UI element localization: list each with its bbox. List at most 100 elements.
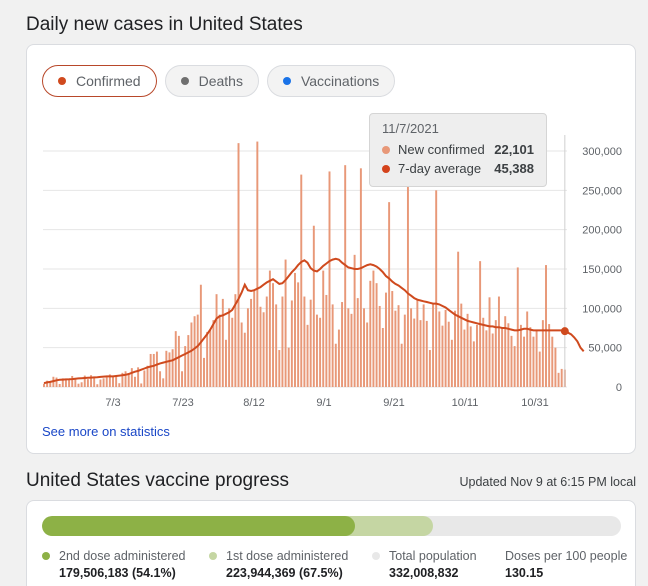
bar-new-confirmed [112,376,114,387]
bar-new-confirmed [488,297,491,387]
chip-confirmed[interactable]: Confirmed [42,65,157,97]
bar-new-confirmed [228,308,231,387]
bar-new-confirmed [256,141,259,387]
bar-new-confirmed [359,168,362,387]
bar-new-confirmed [253,291,256,387]
bar-new-confirmed [331,304,334,387]
bar-new-confirmed [381,328,384,387]
bar-new-confirmed [96,384,99,387]
bar-new-confirmed [181,371,184,387]
chip-deaths[interactable]: Deaths [164,65,259,97]
stat-label-row: Total population [372,549,477,563]
bar-new-confirmed [115,375,118,387]
bar-new-confirmed [297,282,300,387]
bar-new-confirmed [416,298,419,387]
bar-new-confirmed [344,165,347,387]
stat-dose1: 1st dose administered 223,944,369 (67.5%… [209,549,348,580]
stat-label: 1st dose administered [226,549,349,563]
chip-label: Deaths [198,73,243,89]
bar-new-confirmed [262,312,265,387]
bar-new-confirmed [541,320,544,387]
y-tick-label: 50,000 [588,343,622,355]
bar-new-confirmed [127,374,130,387]
bar-new-confirmed [184,346,187,387]
bar-new-confirmed [457,251,460,387]
bar-new-confirmed [432,304,435,387]
bar-new-confirmed [554,347,557,387]
section-title-cases: Daily new cases in United States [26,14,303,35]
y-tick-label: 0 [616,382,622,394]
stat-doses-per-100: Doses per 100 people 130.15 [505,549,627,580]
bar-new-confirmed [165,350,168,387]
bar-new-confirmed [403,314,406,387]
bar-new-confirmed [447,321,450,387]
bar-new-confirmed [394,310,397,387]
bar-new-confirmed [353,254,356,387]
see-more-link[interactable]: See more on statistics [42,424,170,439]
cases-chart[interactable]: 300,000 250,000 200,000 150,000 100,000 50,00… [27,45,637,415]
bar-new-confirmed [231,317,234,387]
bar-new-confirmed [209,330,212,387]
stat-label: Doses per 100 people [505,549,628,563]
stat-label-row: Doses per 100 people [505,549,627,563]
bar-new-confirmed [428,350,431,387]
bar-new-confirmed [275,304,278,387]
bar-new-confirmed [199,284,202,387]
chip-vaccinations[interactable]: Vaccinations [266,65,396,97]
bar-new-confirmed [58,384,61,387]
bar-new-confirmed [309,299,312,387]
bar-new-confirmed [526,311,529,387]
bar-new-confirmed [281,296,284,387]
bar-new-confirmed [366,322,369,387]
bar-new-confirmed [312,225,315,387]
bar-new-confirmed [450,339,453,387]
x-tick-label: 9/21 [383,397,404,409]
bar-new-confirmed [206,331,209,387]
bar-new-confirmed [516,267,519,387]
bar-new-confirmed [363,308,365,387]
bar-new-confirmed [149,353,152,387]
bar-new-confirmed [328,171,331,387]
stat-label-row: 2nd dose administered [42,549,185,563]
bar-new-confirmed [454,310,456,387]
bar-new-confirmed [469,326,472,387]
bar-new-confirmed [385,292,387,387]
bar-new-confirmed [155,351,158,387]
bar-new-confirmed [378,305,381,387]
bar-new-confirmed [43,383,45,387]
bar-new-confirmed [49,381,52,387]
bar-new-confirmed [250,298,253,387]
bar-new-confirmed [203,357,205,387]
bar-new-confirmed [482,317,485,387]
bar-new-confirmed [133,376,136,387]
bar-new-confirmed [284,259,287,387]
bar-new-confirmed [463,329,466,387]
chip-label: Confirmed [76,73,141,89]
bar-new-confirmed [519,324,522,387]
tooltip-date: 11/7/2021 [382,121,439,136]
bar-new-confirmed [105,377,108,387]
bar-new-confirmed [476,324,478,387]
bar-new-confirmed [162,378,165,387]
bar-new-confirmed [406,184,409,387]
bar-new-confirmed [369,280,372,387]
bar-new-confirmed [140,383,143,387]
bar-new-confirmed [491,333,494,387]
y-tick-label: 250,000 [582,185,622,197]
bar-new-confirmed [300,174,303,387]
bar-new-confirmed [61,378,64,387]
bar-new-confirmed [187,335,190,387]
bar-new-confirmed [118,383,121,387]
seven-day-dot-icon [382,164,390,173]
bar-new-confirmed [438,311,441,387]
chip-label: Vaccinations [300,73,380,89]
bar-new-confirmed [193,316,196,387]
bar-new-confirmed [504,316,507,387]
bar-new-confirmed [237,143,240,387]
bar-new-confirmed [410,308,413,387]
bar-new-confirmed [287,347,290,387]
bar-new-confirmed [303,296,306,387]
stat-value: 332,008,832 [389,566,459,580]
bar-new-confirmed [548,324,551,387]
